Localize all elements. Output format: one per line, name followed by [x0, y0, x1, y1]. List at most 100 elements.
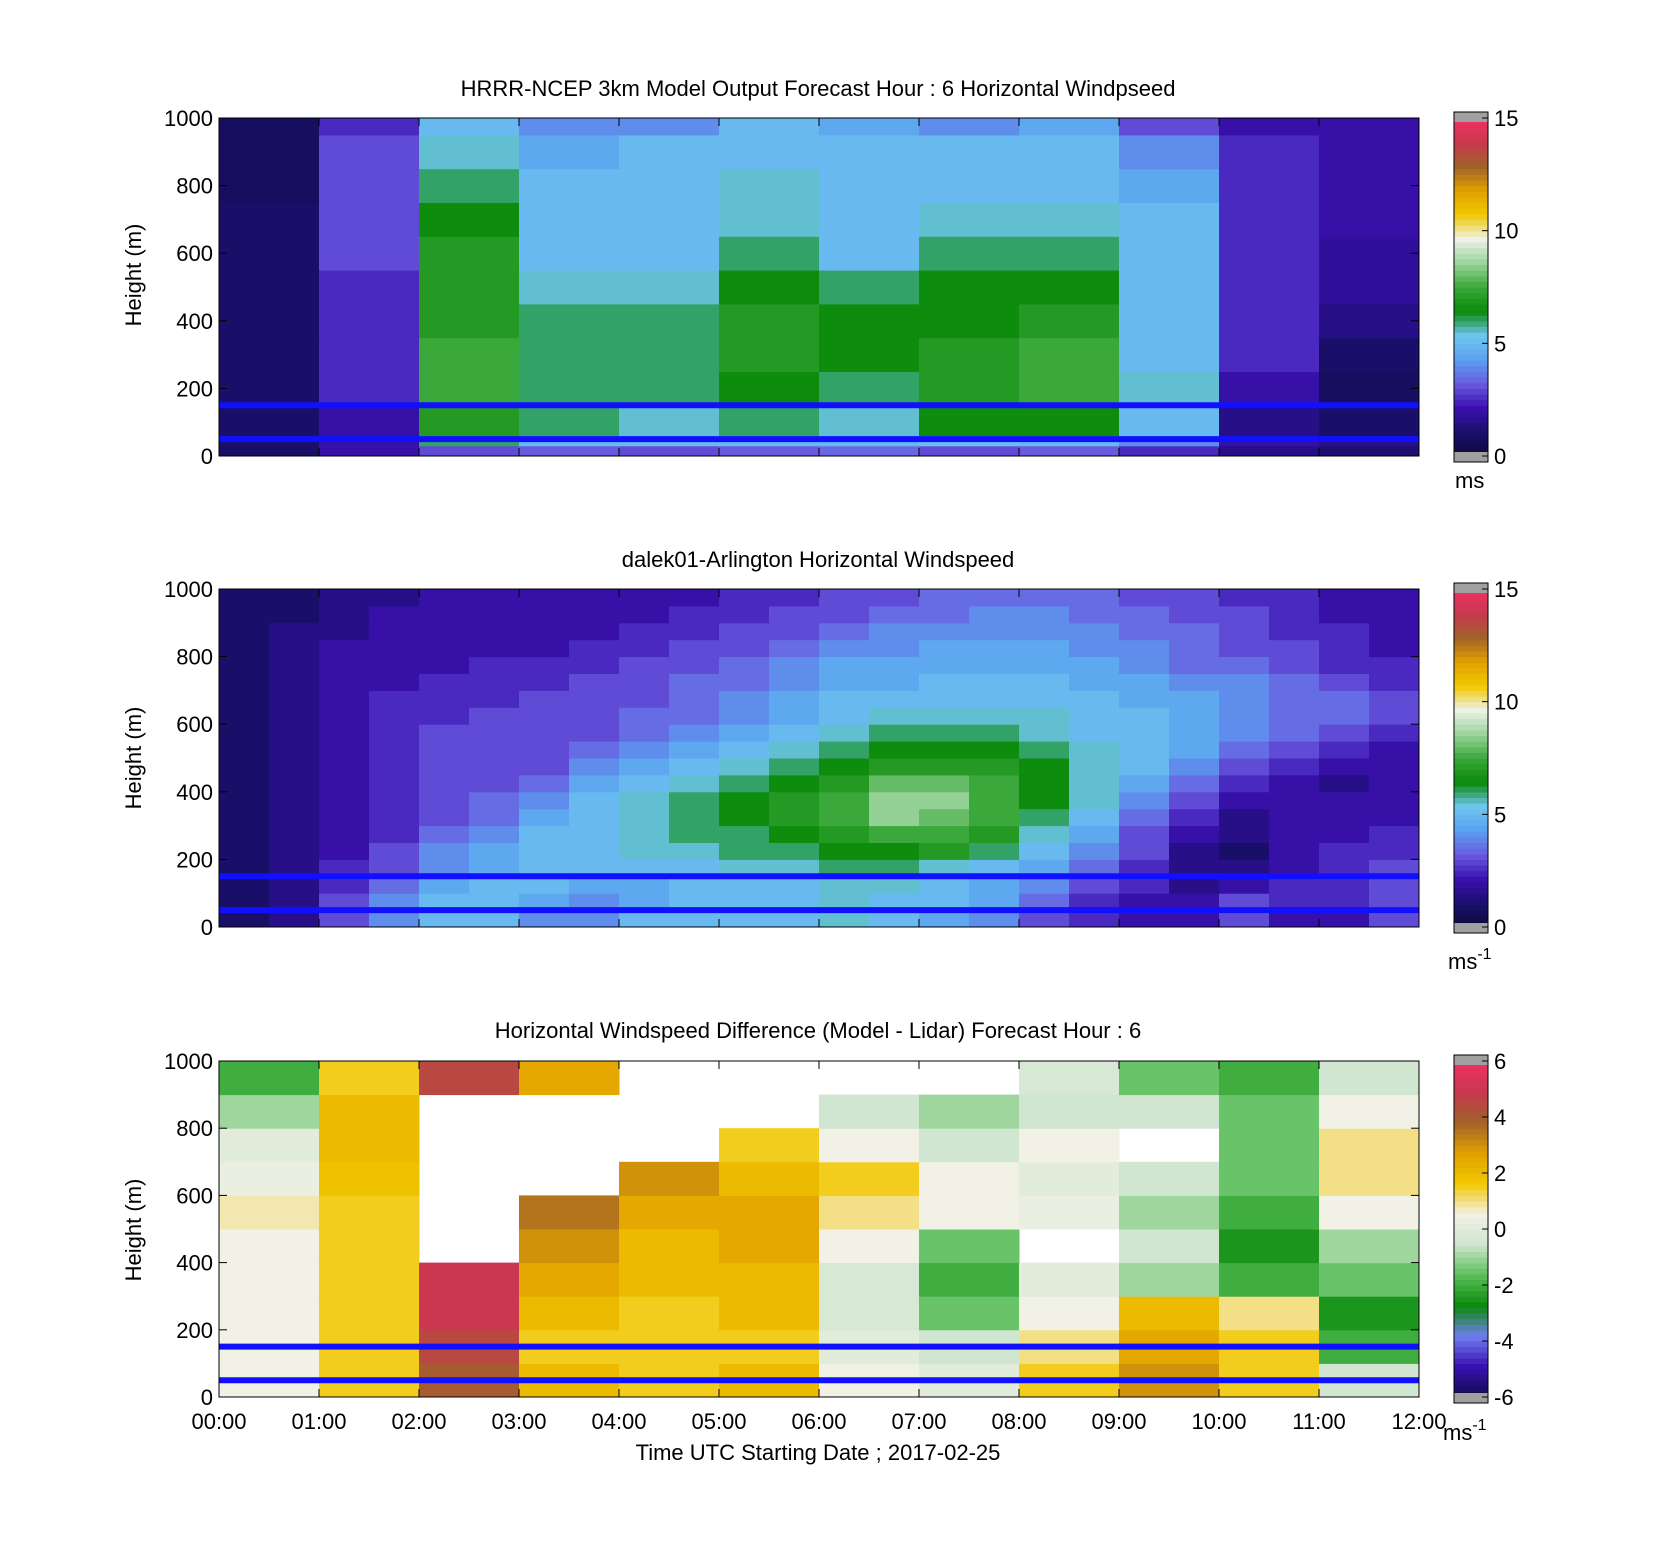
heatmap-cell	[969, 808, 1020, 827]
heatmap-cell	[319, 270, 420, 305]
heatmap-cell	[1269, 774, 1320, 793]
y-tick-label: 600	[176, 241, 213, 266]
heatmap-cell	[719, 758, 770, 776]
heatmap-cell	[1219, 673, 1270, 691]
heatmap-cell	[469, 758, 520, 776]
heatmap-cell	[1119, 1262, 1220, 1297]
heatmap-cell	[1019, 118, 1120, 136]
heatmap-cell	[1019, 236, 1120, 271]
heatmap-cell	[869, 859, 920, 877]
heatmap-cell	[219, 622, 270, 641]
colorbar-segment	[1454, 617, 1488, 624]
heatmap-cell	[419, 876, 470, 894]
heatmap-cell	[1119, 774, 1170, 793]
heatmap-cell	[619, 1296, 720, 1331]
heatmap-cell	[1319, 876, 1370, 894]
heatmap-cell	[1219, 622, 1270, 641]
heatmap-cell	[269, 673, 320, 691]
heatmap-cell	[319, 673, 370, 691]
heatmap-cell	[1169, 622, 1220, 641]
heatmap-cell	[819, 337, 920, 372]
x-tick-label: 01:00	[291, 1409, 346, 1434]
heatmap-cell	[1019, 202, 1120, 237]
colorbar-segment	[1454, 1105, 1488, 1112]
heatmap-cell	[669, 774, 720, 793]
heatmap-cell	[819, 825, 870, 843]
y-tick-label: 200	[176, 1318, 213, 1343]
heatmap-cell	[819, 303, 920, 339]
heatmap-cell	[869, 605, 920, 624]
heatmap-cell	[1119, 707, 1170, 725]
x-tick-label: 11:00	[1292, 1409, 1345, 1434]
heatmap-cell	[1369, 808, 1420, 827]
colorbar-segment	[1454, 382, 1488, 389]
heatmap-cell	[1069, 707, 1120, 725]
heatmap-cell	[1219, 791, 1270, 810]
colorbar-segment	[1454, 741, 1488, 748]
heatmap-cell	[619, 656, 670, 674]
heatmap-cell	[1119, 270, 1220, 305]
heatmap-cell	[969, 673, 1020, 691]
heatmap-cell	[1069, 876, 1120, 894]
heatmap-cell	[219, 774, 270, 793]
colorbar-segment	[1454, 679, 1488, 686]
colorbar-segment	[1454, 343, 1488, 350]
heatmap-cell	[819, 791, 870, 810]
heatmap-cell	[219, 1229, 320, 1264]
heatmap-cell	[419, 337, 520, 372]
heatmap-cell	[219, 168, 320, 203]
heatmap-cell	[619, 1229, 720, 1264]
heatmap-cell	[519, 371, 620, 406]
heatmap-cell	[669, 589, 720, 607]
heatmap-cell	[1119, 371, 1220, 406]
heatmap-cell	[1069, 825, 1120, 843]
heatmap-cell	[769, 690, 820, 708]
panel-lidar-colorbar-unit-sup: -1	[1477, 946, 1491, 963]
heatmap-cell	[1119, 605, 1170, 624]
heatmap-cell	[569, 741, 620, 759]
heatmap-cell	[1119, 134, 1220, 170]
colorbar-segment	[1454, 791, 1488, 798]
heatmap-cell	[1369, 673, 1420, 691]
heatmap-cell	[919, 842, 970, 860]
heatmap-cell	[469, 842, 520, 860]
y-tick-label: 0	[201, 1385, 213, 1410]
heatmap-cell	[619, 622, 670, 641]
colorbar-segment	[1454, 270, 1488, 277]
heatmap-cell	[1019, 1061, 1120, 1096]
heatmap-cell	[919, 910, 970, 928]
heatmap-cell	[519, 656, 570, 674]
heatmap-cell	[719, 1229, 820, 1264]
colorbar-segment	[1454, 915, 1488, 922]
heatmap-cell	[1019, 371, 1120, 406]
heatmap-cell	[1169, 876, 1220, 894]
heatmap-cell	[419, 842, 470, 860]
heatmap-cell	[569, 622, 620, 641]
heatmap-cell	[1169, 808, 1220, 827]
heatmap-cell	[369, 893, 420, 911]
heatmap-cell	[1019, 1195, 1120, 1230]
heatmap-cell	[1019, 656, 1070, 674]
colorbar-segment	[1454, 151, 1488, 158]
x-tick-label: 05:00	[691, 1409, 746, 1434]
heatmap-cell	[1169, 656, 1220, 674]
heatmap-cell	[869, 774, 920, 793]
heatmap-cell	[319, 791, 370, 810]
x-tick-label: 02:00	[391, 1409, 446, 1434]
heatmap-cell	[869, 673, 920, 691]
heatmap-cell	[1069, 656, 1120, 674]
heatmap-cell	[269, 741, 320, 759]
heatmap-cell	[619, 118, 720, 136]
heatmap-cell	[1019, 337, 1120, 372]
colorbar-segment	[1454, 241, 1488, 249]
heatmap-cell	[1369, 622, 1420, 641]
heatmap-cell	[819, 1229, 920, 1264]
heatmap-cell	[919, 303, 1020, 339]
heatmap-cell	[919, 656, 970, 674]
heatmap-cell	[1369, 605, 1420, 624]
colorbar-segment	[1454, 887, 1488, 894]
colorbar-segment	[1454, 202, 1488, 209]
colorbar-segment	[1454, 870, 1488, 877]
heatmap-cell	[369, 758, 420, 776]
colorbar-frame	[1453, 111, 1489, 463]
